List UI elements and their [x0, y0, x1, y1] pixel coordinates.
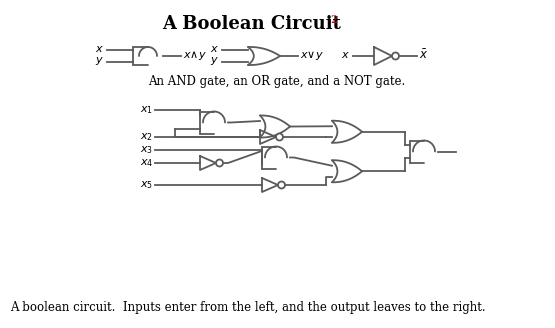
- Text: $y$: $y$: [210, 55, 219, 67]
- Text: 2: 2: [330, 15, 337, 25]
- Text: An AND gate, an OR gate, and a NOT gate.: An AND gate, an OR gate, and a NOT gate.: [148, 75, 406, 88]
- Text: $x_1$: $x_1$: [140, 104, 153, 116]
- Text: $x$: $x$: [210, 44, 219, 54]
- Text: A Boolean Circuit: A Boolean Circuit: [163, 15, 341, 33]
- Text: A boolean circuit.  Inputs enter from the left, and the output leaves to the rig: A boolean circuit. Inputs enter from the…: [10, 301, 486, 314]
- Circle shape: [216, 159, 223, 167]
- Circle shape: [392, 52, 399, 59]
- Text: $x$: $x$: [95, 44, 104, 54]
- Text: $x_3$: $x_3$: [140, 144, 153, 156]
- Text: $x{\vee}y$: $x{\vee}y$: [300, 49, 324, 62]
- Text: $y$: $y$: [95, 55, 104, 67]
- Text: $\bar{x}$: $\bar{x}$: [419, 48, 428, 62]
- Text: $x_4$: $x_4$: [140, 157, 153, 169]
- Text: $x$: $x$: [341, 50, 350, 60]
- Text: $x_2$: $x_2$: [140, 131, 153, 143]
- Text: $x{\wedge}y$: $x{\wedge}y$: [183, 49, 206, 62]
- Circle shape: [276, 133, 283, 140]
- Text: $x_5$: $x_5$: [140, 179, 153, 191]
- Circle shape: [278, 181, 285, 189]
